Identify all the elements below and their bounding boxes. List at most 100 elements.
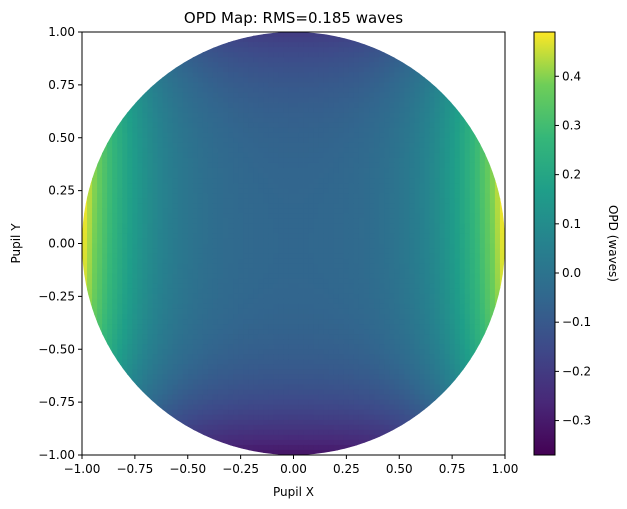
heatmap-cell	[172, 82, 179, 88]
heatmap-cell	[253, 218, 259, 224]
heatmap-cell	[358, 147, 365, 154]
heatmap-cell	[107, 233, 113, 240]
heatmap-cell	[323, 132, 330, 139]
heatmap-cell	[157, 97, 164, 104]
heatmap-cell	[348, 419, 355, 426]
heatmap-cell	[253, 374, 259, 381]
heatmap-cell	[283, 278, 290, 285]
heatmap-cell	[303, 137, 310, 144]
heatmap-cell	[263, 429, 269, 436]
heatmap-cell	[253, 208, 259, 214]
heatmap-cell	[207, 183, 214, 189]
heatmap-cell	[132, 188, 138, 194]
heatmap-cell	[364, 47, 370, 53]
heatmap-cell	[318, 399, 325, 406]
heatmap-cell	[202, 384, 209, 391]
heatmap-cell	[112, 223, 118, 229]
heatmap-cell	[182, 359, 189, 365]
heatmap-cell	[348, 303, 355, 310]
heatmap-cell	[152, 329, 159, 335]
heatmap-cell	[358, 258, 365, 265]
heatmap-cell	[308, 238, 315, 245]
heatmap-cell	[318, 112, 325, 119]
heatmap-cell	[172, 162, 179, 169]
heatmap-cell	[248, 72, 254, 78]
heatmap-cell	[182, 203, 189, 209]
heatmap-cell	[197, 344, 204, 350]
heatmap-cell	[248, 142, 254, 149]
heatmap-cell	[308, 52, 315, 58]
heatmap-cell	[358, 293, 365, 300]
heatmap-cell	[283, 404, 290, 411]
heatmap-cell	[263, 414, 269, 421]
heatmap-cell	[389, 434, 395, 441]
heatmap-cell	[122, 142, 128, 149]
heatmap-cell	[389, 263, 395, 270]
heatmap-cell	[248, 77, 254, 83]
heatmap-cell	[404, 298, 410, 305]
heatmap-cell	[258, 389, 264, 396]
heatmap-cell	[147, 218, 154, 224]
heatmap-cell	[167, 324, 174, 330]
heatmap-cell	[122, 218, 128, 224]
heatmap-cell	[333, 444, 340, 451]
heatmap-cell	[122, 117, 128, 124]
heatmap-cell	[228, 87, 234, 94]
heatmap-cell	[409, 278, 415, 285]
heatmap-cell	[384, 349, 390, 355]
heatmap-cell	[132, 293, 138, 300]
heatmap-cell	[258, 42, 264, 48]
heatmap-cell	[298, 97, 305, 104]
heatmap-cell	[338, 329, 345, 335]
heatmap-cell	[102, 137, 108, 144]
heatmap-cell	[273, 434, 279, 441]
heatmap-cell	[87, 183, 93, 189]
heatmap-cell	[157, 354, 164, 360]
heatmap-cell	[399, 132, 405, 139]
heatmap-cell	[333, 77, 340, 83]
heatmap-cell	[192, 203, 199, 209]
heatmap-cell	[399, 273, 405, 280]
heatmap-cell	[253, 344, 259, 350]
heatmap-cell	[399, 424, 405, 431]
heatmap-cell	[298, 253, 305, 260]
heatmap-cell	[137, 188, 144, 194]
heatmap-cell	[152, 198, 159, 204]
heatmap-cell	[384, 173, 390, 179]
heatmap-cell	[343, 434, 350, 441]
heatmap-cell	[343, 72, 350, 78]
heatmap-cell	[192, 424, 199, 431]
heatmap-cell	[197, 142, 204, 149]
heatmap-cell	[202, 288, 209, 295]
heatmap-cell	[379, 258, 385, 265]
heatmap-cell	[177, 92, 184, 99]
heatmap-cell	[293, 344, 300, 350]
heatmap-cell	[333, 127, 340, 134]
heatmap-cell	[323, 87, 330, 94]
heatmap-cell	[233, 369, 239, 376]
heatmap-cell	[147, 142, 154, 149]
heatmap-cell	[308, 434, 315, 441]
heatmap-cell	[414, 359, 420, 365]
heatmap-cell	[404, 379, 410, 386]
heatmap-cell	[364, 183, 370, 189]
heatmap-cell	[338, 198, 345, 204]
heatmap-cell	[414, 82, 420, 88]
heatmap-cell	[338, 258, 345, 265]
heatmap-cell	[409, 319, 415, 325]
heatmap-cell	[122, 369, 128, 376]
heatmap-cell	[338, 364, 345, 370]
heatmap-cell	[177, 142, 184, 149]
heatmap-cell	[253, 319, 259, 325]
heatmap-cell	[177, 223, 184, 229]
heatmap-cell	[212, 178, 219, 184]
heatmap-cell	[338, 112, 345, 119]
heatmap-cell	[384, 117, 390, 124]
heatmap-cell	[127, 162, 133, 169]
heatmap-cell	[212, 198, 219, 204]
heatmap-cell	[177, 273, 184, 280]
heatmap-cell	[303, 127, 310, 134]
heatmap-cell	[127, 173, 133, 179]
heatmap-cell	[228, 233, 234, 240]
heatmap-cell	[278, 193, 285, 199]
